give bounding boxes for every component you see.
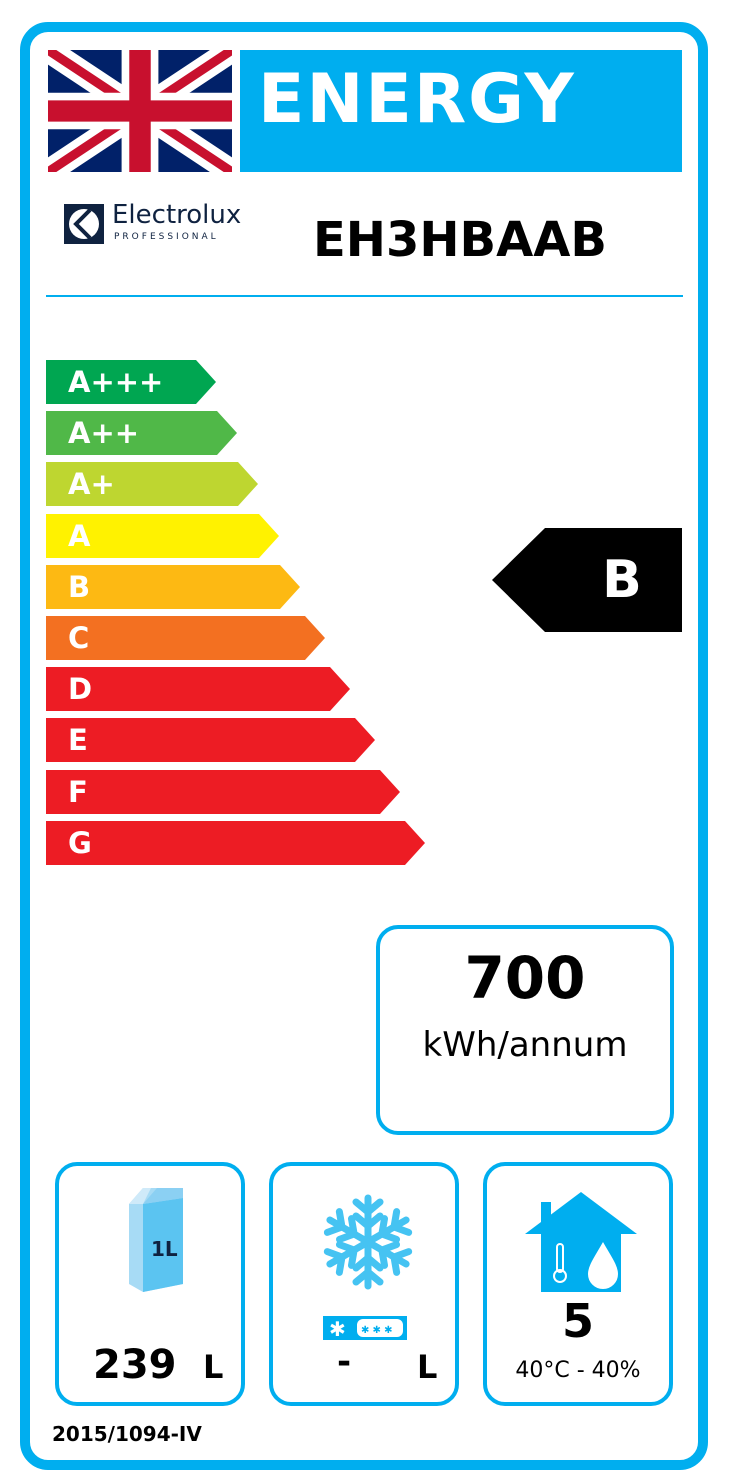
- brand-sub: PROFESSIONAL: [114, 232, 219, 242]
- svg-text:✱ ✱ ✱: ✱ ✱ ✱: [361, 1325, 393, 1336]
- frozen-volume-unit: L: [417, 1348, 438, 1386]
- energy-title: ENERGY: [240, 50, 682, 172]
- scale-label: A++: [68, 416, 140, 451]
- scale-bar-b: B: [46, 564, 300, 609]
- scale-bar-e: E: [46, 718, 375, 763]
- scale-bar-a: A: [46, 513, 279, 558]
- carton-label: 1L: [151, 1237, 178, 1261]
- scale-label: B: [68, 569, 91, 604]
- scale-label: D: [68, 672, 93, 707]
- consumption-unit: kWh/annum: [422, 1025, 628, 1065]
- frozen-volume-value: -: [337, 1342, 352, 1382]
- rating-class: B: [602, 550, 642, 610]
- chilled-volume-unit: L: [203, 1348, 224, 1386]
- scale-bar-g: G: [46, 820, 425, 865]
- scale-bar-aplusplusplus: A+++: [46, 360, 216, 404]
- frozen-volume-box: ✱ ✱ ✱ ✱ - L: [269, 1162, 459, 1406]
- regulation-reference: 2015/1094-IV: [52, 1422, 202, 1446]
- milk-carton-icon: 1L: [129, 1188, 183, 1292]
- brand-name: Electrolux: [112, 200, 242, 230]
- electrolux-logo-icon: [64, 204, 104, 244]
- scale-label: F: [68, 774, 88, 809]
- chilled-volume-box: 1L 239 L: [55, 1162, 245, 1406]
- rating-indicator: B: [492, 528, 682, 632]
- scale-label: E: [68, 723, 88, 758]
- climate-class-box: 5 40°C - 40%: [483, 1162, 673, 1406]
- snowflake-icon: [318, 1194, 418, 1292]
- consumption-box: 700 kWh/annum: [376, 925, 674, 1135]
- scale-bar-c: C: [46, 616, 325, 660]
- scale-label: A+: [68, 467, 115, 502]
- house-climate-icon: [525, 1192, 637, 1292]
- scale-label: G: [68, 825, 92, 860]
- model-number: EH3HBAAB: [313, 212, 607, 268]
- divider: [46, 295, 683, 297]
- scale-label: C: [68, 621, 90, 655]
- scale-bar-aplus: A+: [46, 462, 258, 507]
- scale-label: A+++: [68, 365, 164, 399]
- chilled-volume-value: 239: [93, 1342, 177, 1388]
- climate-class-value: 5: [561, 1294, 594, 1348]
- scale-bar-d: D: [46, 667, 350, 712]
- consumption-value: 700: [464, 944, 586, 1012]
- scale-bar-f: F: [46, 769, 400, 814]
- union-jack-flag-icon: [48, 50, 232, 172]
- svg-text:✱: ✱: [329, 1317, 346, 1340]
- label-border: [20, 22, 708, 1470]
- freezer-star-rating-icon: ✱ ✱ ✱ ✱: [323, 1316, 407, 1340]
- scale-label: A: [68, 518, 91, 553]
- climate-conditions: 40°C - 40%: [515, 1358, 641, 1383]
- scale-bar-aplusplus: A++: [46, 411, 237, 456]
